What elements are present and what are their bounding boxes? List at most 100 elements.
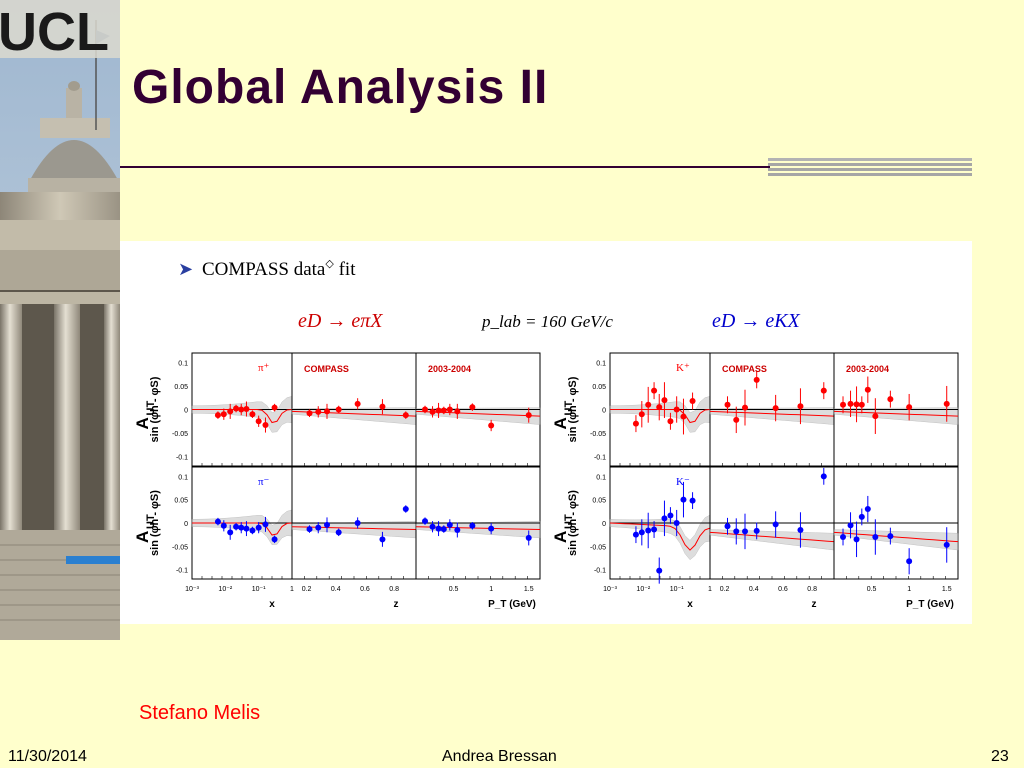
- data-point: [306, 410, 313, 417]
- data-point: [906, 404, 913, 411]
- data-point: [525, 412, 532, 419]
- data-point: [742, 528, 749, 535]
- y-tick-label: 0: [602, 521, 606, 528]
- figure-heading: COMPASS data: [202, 259, 326, 280]
- ucl-logo: UCL: [0, 2, 109, 62]
- footer-page-number: 23: [991, 748, 1009, 765]
- data-point: [429, 523, 436, 530]
- y-tick-label: 0: [184, 408, 188, 415]
- y-tick-label: 0.05: [592, 384, 606, 391]
- y-tick-label: 0.1: [596, 474, 606, 481]
- data-point: [632, 531, 639, 538]
- data-point: [429, 408, 436, 415]
- x-axis-label: x: [687, 599, 693, 610]
- y-tick-label: -0.05: [590, 544, 606, 551]
- x-axis-label: P_T (GeV): [488, 599, 536, 610]
- footer-presenter: Andrea Bressan: [442, 748, 557, 765]
- data-point: [651, 526, 658, 533]
- y-tick-label: -0.1: [594, 568, 606, 575]
- data-point: [661, 515, 668, 522]
- data-point: [656, 404, 663, 411]
- data-point: [354, 520, 361, 526]
- data-point: [840, 401, 847, 408]
- data-point: [680, 496, 687, 503]
- data-point: [820, 473, 827, 480]
- data-point: [446, 521, 453, 528]
- heading-fit: fit: [334, 259, 356, 280]
- fit-curve: [192, 522, 293, 536]
- y-axis-label-main: A: [551, 531, 570, 543]
- data-point: [638, 411, 645, 418]
- data-point: [887, 396, 894, 403]
- data-point: [724, 401, 731, 408]
- data-point: [214, 518, 221, 525]
- x-tick-label: 10⁻³: [603, 586, 617, 593]
- x-tick-label: 10⁻²: [218, 586, 232, 593]
- y-axis-label-sub: UT: [145, 514, 157, 529]
- data-point: [638, 529, 645, 536]
- data-point: [858, 513, 865, 520]
- data-point: [422, 406, 429, 413]
- y-tick-label: 0.1: [178, 474, 188, 481]
- x-tick-label: 1: [708, 586, 712, 593]
- data-point: [772, 405, 779, 412]
- data-point: [645, 401, 652, 408]
- error-band: [191, 396, 293, 433]
- data-point: [797, 527, 804, 533]
- data-point: [255, 418, 262, 425]
- data-point: [667, 418, 674, 425]
- x-tick-label: 0.5: [449, 586, 459, 593]
- data-point: [315, 408, 322, 415]
- data-point: [673, 406, 680, 413]
- data-point: [440, 407, 447, 414]
- data-point: [689, 497, 696, 504]
- y-tick-label: 0.05: [592, 498, 606, 505]
- data-point: [238, 524, 245, 531]
- rule-accent: [768, 158, 972, 180]
- data-point: [249, 411, 256, 418]
- y-axis-label: sin (φh - φS): [149, 376, 161, 442]
- data-point: [733, 416, 740, 423]
- data-point: [943, 541, 950, 548]
- error-band: [709, 407, 835, 425]
- y-axis-label-main: A: [133, 417, 152, 429]
- x-tick-label: 10⁻¹: [252, 586, 266, 593]
- data-point: [422, 518, 429, 525]
- data-point: [440, 526, 447, 533]
- bullet-arrow-icon: ➤: [178, 259, 193, 279]
- y-tick-label: -0.05: [172, 544, 188, 551]
- x-axis-label: x: [269, 599, 275, 610]
- y-axis-label-sub: UT: [563, 401, 575, 416]
- fit-curve: [609, 522, 711, 551]
- data-point: [233, 523, 240, 530]
- data-point: [820, 387, 827, 394]
- data-point: [315, 524, 322, 531]
- data-point: [797, 403, 804, 410]
- data-point: [853, 536, 860, 543]
- data-point: [435, 525, 442, 532]
- x-axis-label: P_T (GeV): [906, 599, 954, 610]
- y-axis-label-sub: UT: [145, 401, 157, 416]
- right-process-label: eD → eKX: [712, 310, 801, 332]
- fit-curve: [709, 531, 835, 543]
- data-point: [454, 527, 461, 533]
- data-point: [488, 422, 495, 429]
- years-label: 2003-2004: [846, 364, 889, 374]
- data-point: [906, 558, 913, 565]
- data-point: [488, 525, 495, 532]
- data-point: [335, 406, 342, 413]
- data-point: [469, 404, 476, 411]
- data-point: [847, 522, 854, 529]
- data-point: [753, 376, 760, 383]
- data-point: [469, 522, 476, 529]
- data-point: [645, 527, 652, 534]
- y-tick-label: 0.05: [174, 384, 188, 391]
- y-axis-label-main: A: [551, 417, 570, 429]
- fit-curve: [833, 531, 959, 543]
- fit-curve: [833, 410, 959, 417]
- y-tick-label: 0: [602, 408, 606, 415]
- data-point: [872, 534, 879, 540]
- data-point: [689, 398, 696, 405]
- figure-canvas: ➤ COMPASS data◇ fit eD → eπX p_lab = 160…: [133, 258, 959, 610]
